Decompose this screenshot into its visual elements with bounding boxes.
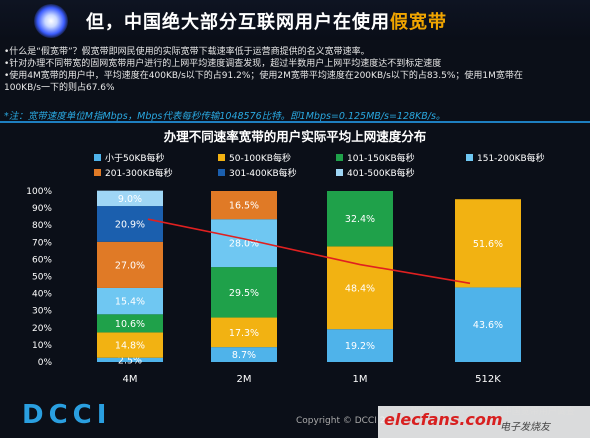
separator-line — [0, 121, 590, 123]
data-label: 27.0% — [115, 260, 145, 271]
bullet-item: •什么是“假宽带”？假宽带即网民使用的实际宽带下载速率低于运营商提供的名义宽带速… — [4, 47, 370, 57]
unit-note: *注：宽带速度单位M指Mbps，Mbps代表每秒传输1048576比特。即1Mb… — [4, 111, 446, 122]
y-tick-label: 20% — [32, 324, 52, 334]
y-tick-label: 0% — [38, 358, 53, 368]
data-label: 32.4% — [345, 214, 375, 225]
legend-swatch — [218, 169, 225, 176]
bullet-item: 100KB/s一下的则占67.6% — [4, 83, 115, 93]
bar-segment — [97, 332, 163, 358]
data-label: 51.6% — [473, 239, 503, 250]
title-highlight: 假宽带 — [390, 12, 447, 33]
chart-title: 办理不同速率宽带的用户实际平均上网速度分布 — [163, 129, 427, 144]
y-tick-label: 10% — [32, 341, 52, 351]
legend-item: 101-150KB每秒 — [336, 151, 415, 164]
data-label: 16.5% — [229, 201, 259, 212]
bullet-item: •使用4M宽带的用户中，平均速度在400KB/s以下的占91.2%；使用2M宽带… — [4, 71, 523, 81]
y-tick-label: 50% — [32, 273, 52, 283]
legend-item: 小于50KB每秒 — [94, 151, 165, 164]
bar-segment — [97, 357, 163, 362]
watermark-subtext: 电子发烧友 — [500, 422, 550, 433]
copyright-text: Copyright © DCCI 20 — [296, 416, 392, 426]
legend-item: 201-300KB每秒 — [94, 166, 173, 179]
bar-segment — [211, 191, 277, 220]
y-tick-label: 40% — [32, 290, 52, 300]
sparkle-icon — [34, 4, 68, 38]
data-label: 29.5% — [229, 288, 259, 299]
page-title: 但，中国绝大部分互联网用户在使用假宽带 — [86, 8, 447, 34]
x-tick-label: 4M — [123, 374, 138, 385]
trend-line — [147, 218, 471, 285]
legend-label: 401-500KB每秒 — [347, 169, 415, 179]
data-label: 15.4% — [115, 297, 145, 308]
legend-item: 50-100KB每秒 — [218, 151, 291, 164]
x-tick-label: 2M — [237, 374, 252, 385]
legend-label: 101-150KB每秒 — [347, 154, 415, 164]
data-label: 48.4% — [345, 283, 375, 294]
watermark-text: elecfans.com — [384, 410, 503, 429]
y-tick-label: 100% — [26, 187, 52, 197]
title-bar: 但，中国绝大部分互联网用户在使用假宽带 — [0, 0, 590, 40]
bar-segment — [97, 287, 163, 315]
legend-label: 201-300KB每秒 — [105, 169, 173, 179]
data-label: 10.6% — [115, 319, 145, 330]
bar-segment — [455, 199, 521, 288]
data-label: 2.5% — [118, 355, 142, 366]
legend-item: 401-500KB每秒 — [336, 166, 415, 179]
data-label: 28.0% — [229, 239, 259, 250]
y-tick-label: 30% — [32, 307, 52, 317]
legend-label: 50-100KB每秒 — [229, 154, 291, 164]
legend-item: 301-400KB每秒 — [218, 166, 297, 179]
bar-segment — [211, 347, 277, 362]
watermark-box — [378, 406, 590, 438]
bar-segment — [211, 317, 277, 348]
bar-segment — [97, 190, 163, 207]
data-label: 20.9% — [115, 219, 145, 230]
legend-swatch — [336, 169, 343, 176]
legend-swatch — [336, 154, 343, 161]
chart-legend: 小于50KB每秒 50-100KB每秒 101-150KB每秒 151-200KB每秒… — [0, 151, 590, 185]
data-label: 14.8% — [115, 341, 145, 352]
legend-swatch — [218, 154, 225, 161]
bar-segment — [97, 241, 163, 288]
bar-segment — [327, 329, 393, 362]
bar-segment — [327, 191, 393, 247]
data-label: 9.0% — [118, 194, 142, 205]
source-text: 数据来源：DCCI 2011中国宽带用户调查 — [410, 407, 575, 417]
x-tick-label: 512K — [475, 374, 501, 385]
y-tick-label: 60% — [32, 255, 52, 265]
bullet-list: •什么是“假宽带”？假宽带即网民使用的实际宽带下载速率低于运营商提供的名义宽带速… — [4, 46, 586, 94]
x-tick-label: 1M — [353, 374, 368, 385]
bullet-item: •针对办理不同带宽的固网宽带用户进行的上网平均速度调查发现，超过半数用户上网平均… — [4, 59, 442, 69]
dcci-logo: DCCI — [22, 400, 112, 430]
legend-label: 小于50KB每秒 — [105, 154, 165, 164]
bar-segment — [211, 267, 277, 318]
legend-swatch — [466, 154, 473, 161]
y-tick-label: 70% — [32, 238, 52, 248]
data-label: 8.7% — [232, 350, 256, 361]
data-label: 19.2% — [345, 341, 375, 352]
legend-label: 301-400KB每秒 — [229, 169, 297, 179]
legend-item: 151-200KB每秒 — [466, 151, 545, 164]
title-main: 但，中国绝大部分互联网用户在使用 — [86, 12, 390, 33]
legend-swatch — [94, 154, 101, 161]
bar-segment — [97, 314, 163, 333]
legend-swatch — [94, 169, 101, 176]
bar-segment — [455, 287, 521, 362]
data-label: 17.3% — [229, 328, 259, 339]
y-tick-label: 80% — [32, 221, 52, 231]
legend-label: 151-200KB每秒 — [477, 154, 545, 164]
bar-segment — [97, 206, 163, 242]
data-label: 43.6% — [473, 320, 503, 331]
y-tick-label: 90% — [32, 204, 52, 214]
